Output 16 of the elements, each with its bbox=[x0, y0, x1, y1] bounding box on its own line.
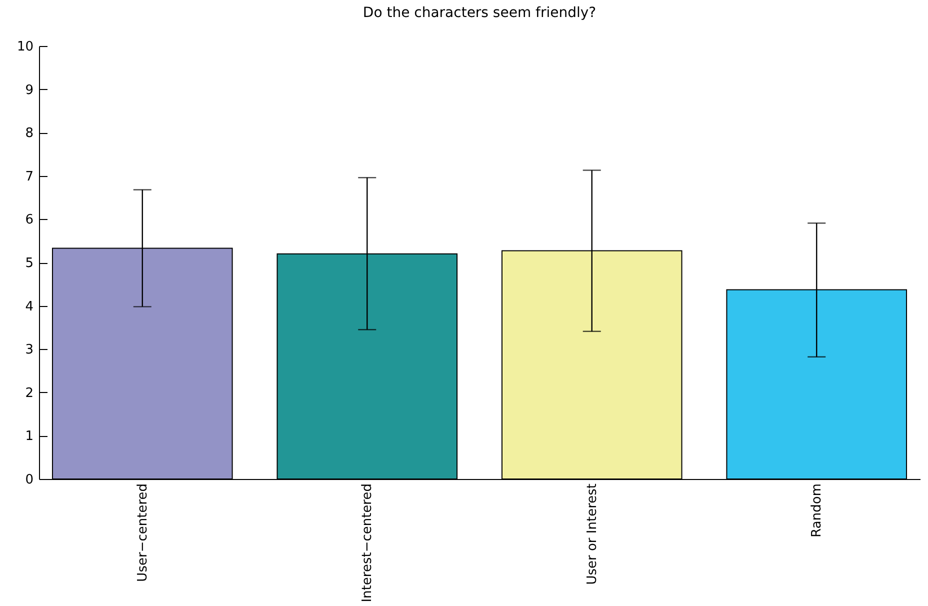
x-tick-label: Random bbox=[810, 484, 825, 538]
y-tick-label: 8 bbox=[25, 126, 34, 142]
x-tick-label: User−centered bbox=[135, 484, 150, 582]
x-tick-label: Interest−centered bbox=[360, 484, 376, 602]
y-tick-label: 6 bbox=[25, 212, 34, 228]
y-tick-label: 5 bbox=[25, 256, 34, 271]
x-tick-label: User or Interest bbox=[584, 484, 600, 585]
y-tick-label: 4 bbox=[25, 299, 34, 314]
y-tick-label: 9 bbox=[25, 82, 34, 98]
chart-title: Do the characters seem friendly? bbox=[362, 5, 596, 21]
y-tick-label: 7 bbox=[25, 169, 34, 184]
y-tick-label: 1 bbox=[25, 429, 34, 444]
y-tick-label: 3 bbox=[25, 342, 34, 358]
y-tick-label: 0 bbox=[25, 472, 34, 488]
y-tick-label: 10 bbox=[16, 40, 34, 54]
y-tick-label: 2 bbox=[25, 386, 34, 401]
